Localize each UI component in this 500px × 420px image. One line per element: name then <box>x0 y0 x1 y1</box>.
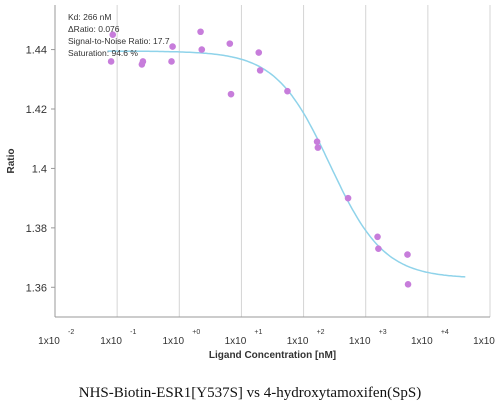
y-tick-label: 1.42 <box>26 104 47 116</box>
x-tick-label: 1x10 <box>287 336 309 347</box>
data-point <box>284 87 291 95</box>
y-tick-label: 1.38 <box>26 223 47 235</box>
data-point <box>169 43 176 50</box>
y-tick-label: 1.4 <box>32 163 47 175</box>
x-tick-exponent: +4 <box>441 329 449 336</box>
data-point <box>198 46 206 53</box>
data-point <box>375 245 382 252</box>
fit-annotation: Kd: 266 nM <box>68 12 111 22</box>
fit-annotation: ΔRatio: 0.076 <box>68 24 120 34</box>
x-tick-exponent: +2 <box>317 329 325 336</box>
x-tick-exponent: +1 <box>254 329 262 336</box>
data-point <box>404 251 411 258</box>
x-tick-label: 1x10 <box>225 336 247 347</box>
fit-annotation: Saturation: 94.6 % <box>68 48 138 58</box>
x-tick-label: 1x10 <box>38 336 60 347</box>
data-point <box>226 40 234 47</box>
x-tick-label: 1x10 <box>100 336 122 347</box>
x-tick-label: 1x10 <box>349 336 371 347</box>
data-point <box>107 58 115 65</box>
data-point <box>197 28 204 36</box>
data-point <box>314 144 322 151</box>
x-tick-exponent: -2 <box>68 329 74 336</box>
x-tick-exponent: +3 <box>379 329 387 336</box>
data-point <box>313 138 321 145</box>
data-point <box>168 58 175 65</box>
y-axis-title: Ratio <box>6 149 17 174</box>
y-tick-label: 1.44 <box>26 45 47 57</box>
fit-annotation: Signal-to-Noise Ratio: 17.7 <box>68 36 170 46</box>
data-point <box>344 194 352 202</box>
data-point <box>374 233 381 241</box>
x-tick-label: 1x10 <box>411 336 433 347</box>
fit-curve <box>107 50 466 278</box>
x-tick-label: 1x10 <box>162 336 184 347</box>
binding-curve-chart: 1.36 1.38 1.4 1.42 1.44 1x10 -2 1x10 -1 1x10 +0 1x1… <box>6 5 495 361</box>
fit-layer <box>107 50 466 278</box>
data-point <box>227 90 235 98</box>
figure-caption: NHS-Biotin-ESR1[Y537S] vs 4-hydroxytamox… <box>78 385 422 401</box>
data-point <box>404 281 412 288</box>
data-point <box>255 49 263 56</box>
axes-layer <box>51 5 490 318</box>
x-tick-exponent: +0 <box>192 329 200 336</box>
data-point <box>109 31 117 39</box>
x-axis-title: Ligand Concentration [nM] <box>209 350 336 361</box>
data-point <box>256 67 264 74</box>
labels-layer: 1.36 1.38 1.4 1.42 1.44 1x10 -2 1x10 -1 1x10 +0 1x1… <box>6 12 495 361</box>
grid-layer <box>54 5 491 317</box>
y-tick-label: 1.36 <box>26 282 47 294</box>
points-layer <box>107 28 412 288</box>
x-tick-label: 1x10 <box>473 336 495 347</box>
x-tick-exponent: -1 <box>130 329 136 336</box>
data-point <box>139 58 147 65</box>
